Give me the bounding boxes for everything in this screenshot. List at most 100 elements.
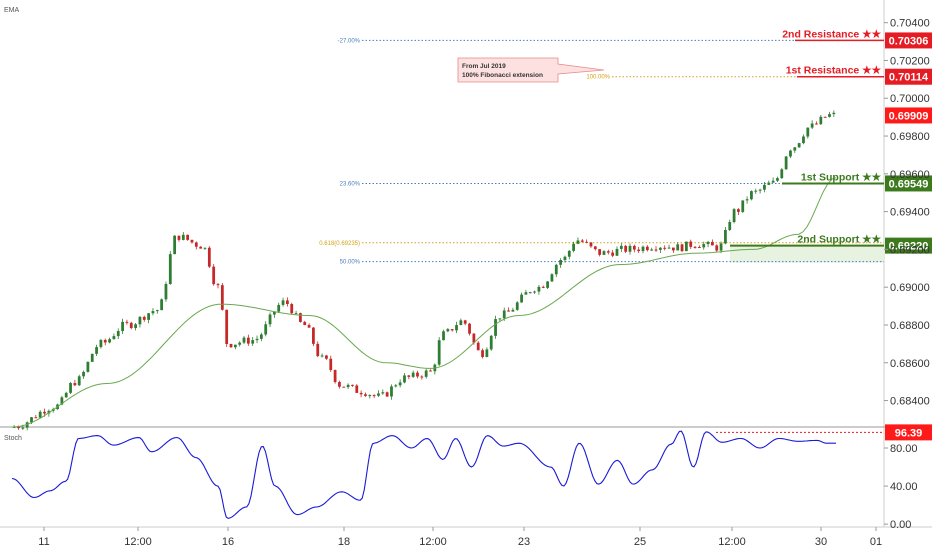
candle-body — [645, 246, 649, 251]
candle-body — [190, 239, 194, 243]
candle-body — [420, 376, 424, 378]
candle-body — [437, 340, 441, 365]
candle-body — [667, 247, 671, 249]
candle-body — [780, 169, 784, 179]
candle-body — [468, 323, 471, 334]
fib-label: -27.00% — [338, 38, 361, 44]
candle-body — [138, 316, 142, 325]
candle-body — [472, 333, 476, 343]
candle-body — [259, 334, 263, 339]
candle-body — [255, 338, 259, 341]
plot-frame — [0, 0, 884, 527]
candle-body — [242, 337, 246, 343]
candle-body — [377, 393, 380, 396]
candle-body — [60, 397, 64, 405]
current-price-tag[interactable] — [885, 107, 932, 124]
candle-body — [194, 242, 198, 247]
candle-body — [446, 329, 450, 332]
candle-body — [177, 235, 181, 240]
res1-price-tag[interactable] — [885, 68, 932, 85]
candle-body — [515, 302, 519, 310]
levels-layer: 2nd Resistance ★★ 0.70306 1st Resistance ★… — [730, 28, 932, 254]
candle-body — [277, 304, 281, 312]
price-tick-label: 0.70400 — [890, 18, 930, 30]
callout-line1: From Jul 2019 — [462, 63, 506, 70]
candle-body — [385, 392, 389, 397]
candle-body — [745, 199, 749, 201]
res2-price-tag[interactable] — [885, 32, 932, 49]
candle-body — [650, 249, 654, 251]
price-tick-label: 0.68800 — [890, 320, 930, 332]
candle-body — [90, 353, 94, 362]
stoch-tick-label: 80.00 — [890, 443, 918, 455]
candle-body — [628, 245, 632, 252]
candle-body — [567, 250, 571, 257]
candle-body — [689, 241, 693, 247]
candle-body — [429, 370, 432, 372]
candle-body — [229, 343, 233, 348]
candle-body — [17, 426, 20, 429]
candle-body — [724, 229, 727, 244]
candle-body — [815, 123, 818, 125]
sup1-price-tag[interactable] — [885, 175, 932, 192]
candle-body — [494, 319, 497, 336]
candle-body — [632, 245, 636, 250]
candle-body — [233, 344, 237, 348]
time-tick-label: 12:00 — [124, 536, 152, 548]
candle-body — [606, 251, 610, 253]
candle-body — [86, 361, 90, 372]
candle-body — [572, 243, 576, 251]
stoch-value-tag[interactable] — [885, 424, 932, 441]
candle-body — [589, 242, 593, 247]
time-tick-label: 30 — [815, 536, 827, 548]
stoch-indicator-label[interactable]: Stoch — [4, 435, 22, 442]
candle-body — [312, 327, 315, 344]
candle-body — [576, 240, 580, 244]
candle-body — [476, 342, 480, 351]
ema-indicator-label[interactable]: EMA — [4, 7, 20, 14]
candle-body — [533, 291, 536, 293]
candle-body — [693, 246, 697, 248]
candle-body — [706, 241, 710, 245]
support-zone — [730, 245, 884, 263]
candle-body — [711, 241, 714, 246]
candle-body — [611, 252, 615, 256]
candle-body — [199, 246, 203, 249]
candle-body — [251, 340, 255, 344]
candle-body — [225, 309, 229, 344]
candle-body — [207, 247, 211, 267]
candle-body — [442, 331, 445, 341]
price-tick-label: 0.68400 — [890, 396, 930, 408]
candle-body — [390, 386, 393, 397]
candle-body — [585, 241, 589, 243]
candle-body — [715, 245, 719, 251]
sup2-title: 2nd Support ★★ — [797, 234, 881, 246]
candle-body — [489, 335, 493, 350]
candle-body — [424, 370, 428, 377]
sup2-price-tag[interactable] — [885, 237, 932, 254]
candle-body — [43, 411, 46, 414]
candle-body — [69, 383, 72, 393]
time-tick-label: 11 — [38, 536, 49, 548]
candle-body — [103, 339, 107, 343]
candle-body — [524, 292, 528, 295]
sup1-title: 1st Support ★★ — [801, 171, 882, 183]
time-axis[interactable]: 11 12:00 16 18 12:00 23 25 12:00 30 01 — [38, 527, 882, 548]
candle-body — [671, 247, 675, 251]
candle-body — [381, 392, 385, 394]
candle-body — [702, 244, 706, 248]
candle-body — [160, 299, 164, 311]
candle-body — [511, 309, 515, 312]
candle-body — [793, 147, 797, 151]
candle-body — [771, 180, 775, 183]
price-axis[interactable]: 0.70400 0.70200 0.70000 0.69800 0.69600 0.694… — [884, 18, 930, 408]
candle-body — [615, 248, 619, 256]
candle-body — [537, 286, 541, 292]
candle-body — [728, 222, 732, 230]
price-tick-label: 0.68600 — [890, 358, 930, 370]
candle-body — [789, 150, 792, 157]
candle-body — [220, 285, 224, 310]
res2-title: 2nd Resistance ★★ — [782, 28, 881, 40]
